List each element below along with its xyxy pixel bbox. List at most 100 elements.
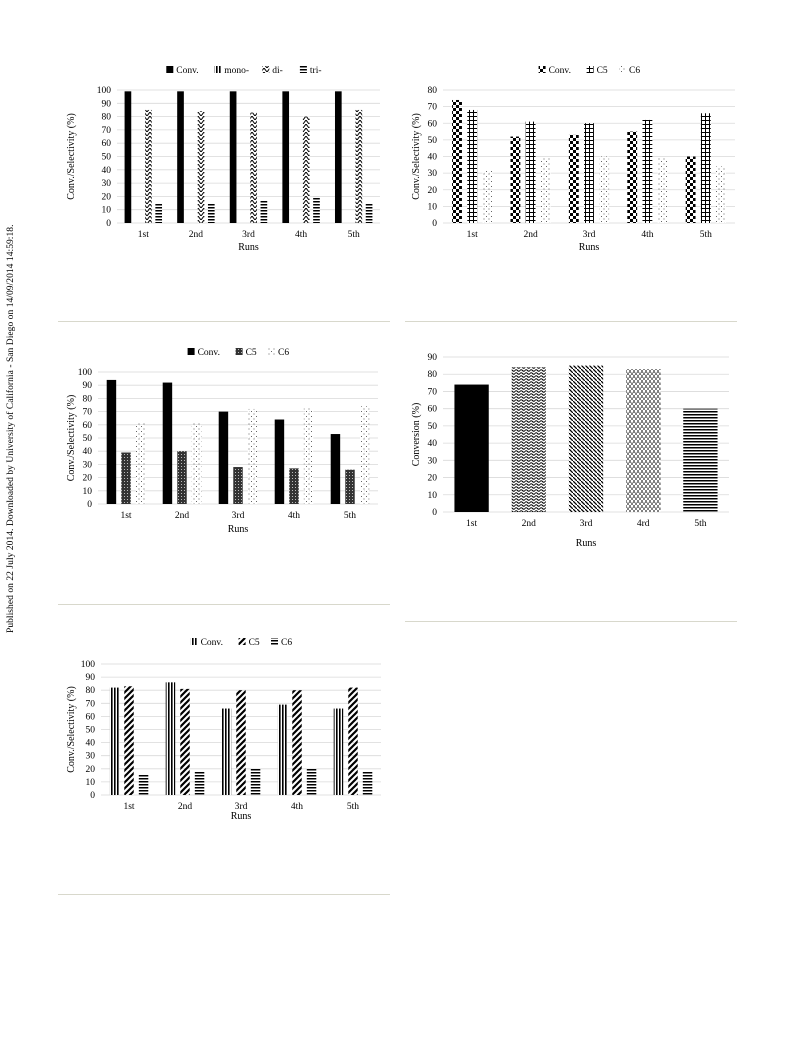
bar-c6-3rd	[599, 156, 610, 223]
y-tick-label: 70	[428, 387, 438, 397]
bar-di-4th	[302, 116, 310, 223]
panel-separator-c	[58, 604, 390, 605]
legend-swatch	[238, 638, 246, 645]
legend-label: mono-	[224, 66, 249, 76]
chart-svg-d: 0 10 20 30 40 50 60 70 80 90 1st 2nd 3rd 4rd 5th Runs Co…	[411, 353, 729, 549]
bar-conv-1st	[124, 91, 132, 223]
y-tick-label: 80	[428, 86, 438, 96]
bar-conv-5th	[685, 156, 696, 223]
bar-c5-2nd	[177, 451, 187, 504]
chart-svg-a: 0 10 20 30 40 50 60 70 80 90 100 1st 2nd 3rd 4th 5th Run…	[66, 66, 380, 253]
bar-c5-1st	[124, 686, 134, 795]
legend-swatch	[190, 638, 198, 645]
bar-c6-3rd	[247, 408, 258, 504]
bar-conv-3rd	[218, 411, 229, 504]
bar-conv-1st	[109, 687, 120, 795]
bar-c6-2nd	[191, 423, 202, 504]
bar-tri-2nd	[207, 203, 215, 223]
bar-c6-5th	[716, 166, 726, 223]
y-tick-label: 70	[102, 126, 112, 136]
bar-c5-1st	[121, 452, 131, 504]
x-tick-label: 5th	[348, 230, 360, 240]
y-tick-label: 10	[102, 206, 112, 216]
y-tick-label: 30	[86, 752, 96, 762]
bar-value-1st	[454, 384, 489, 512]
bar-c6-5th	[362, 771, 373, 795]
legend-swatch	[214, 66, 222, 73]
y-tick-label: 70	[86, 699, 96, 709]
x-axis-label: Runs	[238, 242, 259, 253]
y-tick-label: 100	[78, 368, 93, 378]
x-tick-label: 5th	[347, 802, 359, 812]
legend-swatch	[166, 66, 174, 73]
bar-conv-2nd	[165, 682, 176, 795]
y-tick-label: 80	[102, 113, 112, 123]
y-tick-label: 0	[90, 791, 95, 801]
panel-separator-d	[405, 621, 737, 622]
bar-conv-5th	[330, 434, 341, 504]
y-tick-label: 90	[428, 353, 438, 363]
y-axis-label: Conv./Selectivity (%)	[66, 686, 77, 773]
y-tick-label: 60	[86, 712, 96, 722]
chart-panel-c: 0 10 20 30 40 50 60 70 80 90 100 1st 2nd 3rd 4th 5th Run…	[60, 345, 390, 545]
y-tick-label: 60	[428, 119, 438, 129]
y-tick-label: 20	[83, 474, 93, 484]
chart-panel-b: 0 10 20 30 40 50 60 70 80 1st 2nd 3rd 4th 5th Runs Conv…	[405, 60, 735, 260]
legend-label: C5	[249, 638, 260, 648]
legend-label: Conv.	[201, 638, 223, 648]
bar-di-2nd	[197, 111, 205, 223]
x-tick-label: 4th	[288, 511, 300, 521]
chart-svg-c: 0 10 20 30 40 50 60 70 80 90 100 1st 2nd 3rd 4th 5th Run…	[66, 348, 378, 535]
bar-tri-4th	[313, 196, 320, 223]
x-tick-label: 4th	[295, 230, 307, 240]
legend-label: Conv.	[198, 348, 220, 358]
bar-conv-4th	[282, 91, 290, 223]
bar-conv-4th	[627, 131, 638, 223]
bar-conv-2nd	[510, 136, 521, 223]
bar-c6-2nd	[540, 158, 551, 223]
bar-c5-4th	[642, 119, 653, 223]
bar-c5-2nd	[525, 121, 536, 223]
bar-conv-2nd	[177, 91, 184, 223]
legend-label: di-	[272, 66, 283, 76]
bar-c6-4th	[306, 768, 317, 795]
legend-swatch	[271, 638, 278, 645]
y-tick-label: 40	[102, 166, 112, 176]
x-tick-label: 2nd	[178, 802, 193, 812]
bar-c6-5th	[359, 406, 370, 504]
bar-c5-5th	[700, 113, 711, 223]
x-axis-label: Runs	[228, 524, 249, 535]
y-tick-label: 50	[428, 136, 438, 146]
bar-c5-3rd	[236, 690, 246, 795]
y-tick-label: 70	[83, 408, 93, 418]
legend-swatch	[586, 66, 594, 73]
legend-label: C6	[629, 66, 640, 76]
y-tick-label: 20	[102, 192, 112, 202]
bar-conv-5th	[333, 708, 344, 795]
y-tick-label: 0	[432, 508, 437, 518]
chart-svg-b: 0 10 20 30 40 50 60 70 80 1st 2nd 3rd 4th 5th Runs Conv…	[411, 66, 735, 253]
bar-c5-2nd	[180, 688, 190, 795]
download-notice-text: Published on 22 July 2014. Downloaded by…	[6, 224, 16, 633]
x-tick-label: 2nd	[523, 230, 538, 240]
x-tick-label: 1st	[123, 802, 134, 812]
chart-panel-d: 0 10 20 30 40 50 60 70 80 90 1st 2nd 3rd 4rd 5th Runs Co…	[405, 345, 735, 555]
y-tick-label: 30	[428, 169, 438, 179]
y-axis-label: Conv./Selectivity (%)	[411, 113, 422, 200]
y-tick-label: 80	[86, 686, 96, 696]
y-tick-label: 30	[83, 460, 93, 470]
bar-tri-3rd	[260, 200, 268, 223]
y-tick-label: 10	[428, 202, 438, 212]
bar-value-4rd	[626, 369, 661, 512]
bar-di-3rd	[250, 112, 257, 223]
bar-c6-4th	[303, 407, 314, 504]
bar-c6-4th	[657, 158, 668, 223]
chart-panel-e: 0 10 20 30 40 50 60 70 80 90 100 1st 2nd 3rd 4th 5th Run…	[60, 637, 390, 827]
bar-value-2nd	[511, 367, 546, 512]
y-tick-label: 40	[428, 439, 438, 449]
y-tick-label: 40	[86, 739, 96, 749]
x-tick-label: 1st	[120, 511, 131, 521]
x-axis-label: Runs	[576, 538, 597, 549]
bar-conv-1st	[106, 379, 117, 504]
y-tick-label: 50	[83, 434, 93, 444]
